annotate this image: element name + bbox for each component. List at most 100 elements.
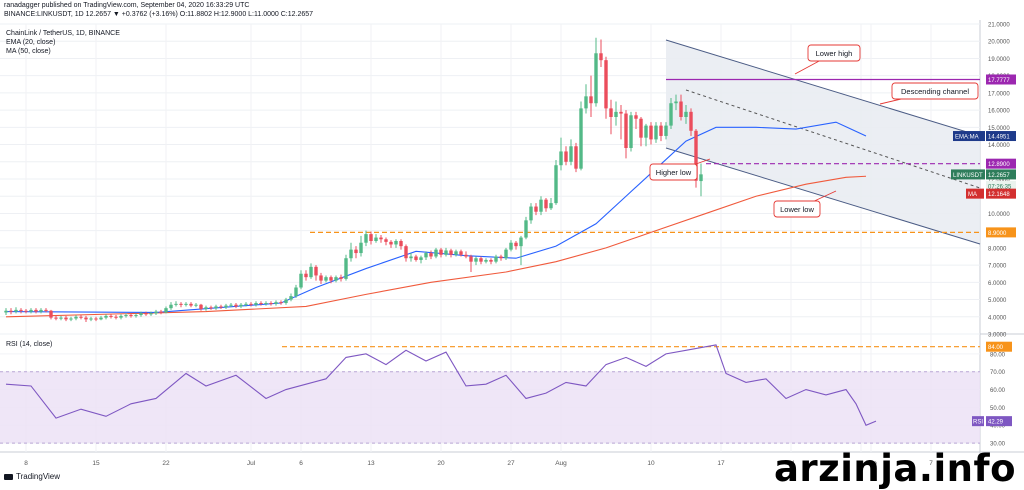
candle-body [79,316,83,318]
tradingview-logo[interactable]: TradingView [4,472,60,481]
label-12-1648-bg [986,188,1016,199]
publisher-line: ranadagger published on TradingView.com,… [4,2,250,9]
candle-body [394,241,398,245]
candle-body [284,299,288,303]
candle-body [574,146,578,169]
candle-body [374,237,378,241]
rsi-tick-label: 40.00 [990,424,1006,430]
candle-body [204,307,208,310]
candle-body [464,254,468,257]
candle-body [484,259,488,262]
candle-body [329,277,333,281]
candle-body [69,318,73,320]
rsi-last-value: 42.29 [988,420,1004,426]
candle-body [559,151,563,166]
label-ema-ma-bg [953,131,985,142]
candle-body [499,256,503,259]
lower-high-callout-label: Lower high [816,49,853,58]
rsi-level-label: 84.00 [988,345,1004,351]
candle-body [669,103,673,126]
label-ma: MA [968,192,977,198]
time-tick-label: Jul [247,460,256,467]
candle-body [579,108,583,169]
time-tick-label: 22 [162,460,170,467]
candle-body [169,304,173,309]
time-tick-label: 20 [437,460,445,467]
rsi-band [0,371,980,444]
candle-body [334,277,338,281]
candle-body [179,303,183,305]
candle-body [469,256,473,262]
higher-low-callout-label: Higher low [656,168,692,177]
price-tick-label: 4.0000 [988,315,1007,321]
price-tick-label: 21.0000 [988,23,1010,29]
candle-body [249,303,253,305]
candle-body [699,174,703,182]
candle-body [74,316,78,319]
higher-low-callout-box [649,163,698,181]
price-tick-label: 3.0000 [988,333,1007,339]
time-tick-label: 27 [507,460,515,467]
price-tick-label: 15.0000 [988,126,1010,132]
candle-body [519,237,523,247]
candle-body [229,304,233,306]
rsi-tick-label: 30.00 [990,442,1006,448]
time-tick-label: Aug [555,460,567,467]
candle-body [29,309,33,312]
candle-body [219,306,223,308]
candle-body [364,234,368,243]
rsi-tick-label: 60.00 [990,388,1006,394]
candle-body [184,303,188,305]
label-linkusdt: LINKUSDT [953,173,983,179]
lower-low-callout-box [773,200,821,218]
candle-body [164,308,168,313]
candle-body [544,199,548,209]
ema-20-line [5,121,867,314]
price-tick-label: 17.0000 [988,91,1010,97]
candle-body [694,130,698,181]
candle-body [444,250,448,255]
candle-body [234,304,238,307]
candle-body [504,249,508,259]
candle-body [19,309,23,311]
candle-body [299,273,303,288]
candle-body [199,304,203,310]
candle-body [339,277,343,279]
candle-body [34,309,38,312]
time-tick-label: 15 [92,460,100,467]
price-tick-label: 10.0000 [988,212,1010,218]
label-12-1648: 12.1648 [988,192,1010,198]
candle-body [269,303,273,304]
candle-body [109,315,113,317]
candle-body [139,313,143,316]
channel-mid-line [685,89,981,189]
ohlc-line: BINANCE:LINKUSDT, 1D 12.2657 ▼ +0.3762 (… [4,11,314,18]
price-tick-label: 20.0000 [988,40,1010,46]
candle-body [154,311,158,314]
candle-body [9,310,13,312]
lower-low-callout-label: Lower low [780,205,814,214]
candle-body [144,313,148,315]
rsi-last-tag-bg [972,416,984,427]
time-tick-label: 17 [717,460,725,467]
candle-body [434,249,438,257]
price-tick-label: 6.0000 [988,281,1007,287]
candle-body [509,242,513,250]
label-ema-ma: EMA:MA [955,135,979,141]
rsi-tick-label: 70.00 [990,370,1006,376]
candle-body [409,256,413,259]
rsi-tick-label: 50.00 [990,406,1006,412]
price-tick-label: 7.0000 [988,264,1007,270]
candle-body [649,125,653,140]
lower-high-callout-box [807,44,861,62]
candle-body [399,241,403,247]
candle-body [354,249,358,254]
candle-body [14,309,18,312]
rsi-tick-label: 80.00 [990,352,1006,358]
candle-body [279,302,283,304]
candle-body [64,317,68,320]
label-8-9000: 8.9000 [988,231,1007,237]
price-tick-label: 5.0000 [988,298,1007,304]
rsi-line [5,344,877,426]
